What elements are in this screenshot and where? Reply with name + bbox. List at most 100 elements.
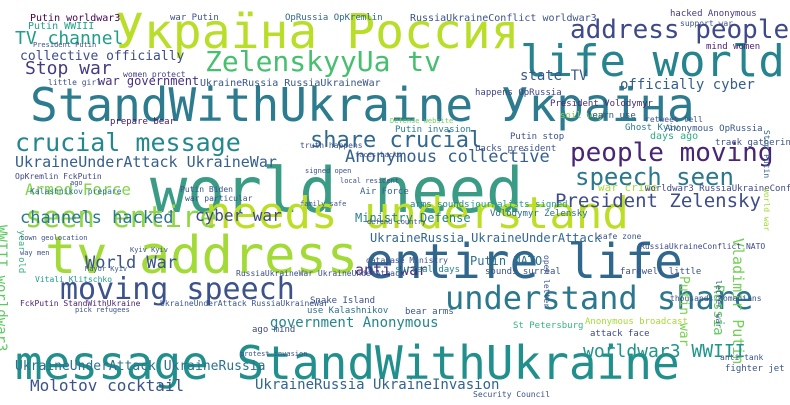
cloud-word: truth happens <box>300 141 363 150</box>
cloud-word: Kyiv Kyiv <box>130 246 168 254</box>
cloud-word: war Putin <box>170 13 219 23</box>
cloud-word: Ministry Defense <box>355 211 471 225</box>
cloud-word: UkraineRussia UkraineInvasion <box>255 377 500 393</box>
cloud-word: world need <box>150 154 524 227</box>
cloud-word: tv address <box>45 226 359 286</box>
cloud-word: share crucial <box>310 128 483 153</box>
cloud-word: faces backs <box>355 151 402 159</box>
cloud-word: Putin war <box>676 276 691 347</box>
cloud-word: TV channel <box>15 28 124 49</box>
cloud-word: President Volodymyr <box>550 99 653 109</box>
cloud-word: seen entire <box>25 200 218 234</box>
cloud-word: Defense website <box>390 117 454 125</box>
cloud-word: local resident <box>340 177 400 185</box>
cloud-word: safe zone <box>598 232 642 241</box>
cloud-word: government Anonymous <box>270 315 439 331</box>
cloud-word: sounds surreal <box>485 267 561 277</box>
cloud-word: Putin worldwar3 <box>30 13 121 24</box>
cloud-word: UkraineRussia RussiaUkraineWar <box>200 78 381 89</box>
cloud-word: way men <box>20 249 50 257</box>
cloud-word: days ago <box>650 131 699 142</box>
cloud-word: thousands Romanians <box>670 294 762 303</box>
cloud-word: little girl <box>48 78 101 87</box>
cloud-word: Putin WWIII <box>28 21 95 32</box>
cloud-word: crucial message <box>15 128 241 157</box>
cloud-word: needs understand <box>205 188 629 239</box>
cloud-word: Security Council <box>473 390 551 399</box>
cloud-word: entire life <box>365 234 683 290</box>
cloud-word: UkraineUnderAttack UkraineRussia <box>15 359 266 374</box>
cloud-word: moving speech <box>60 272 295 307</box>
cloud-word: speech seen <box>575 163 734 191</box>
cloud-word: track gatherings <box>715 138 790 148</box>
cloud-word: prepare bear <box>110 117 176 127</box>
cloud-word: war government <box>98 74 200 88</box>
cloud-word: war particular <box>185 194 253 203</box>
cloud-word: President Putin <box>33 41 97 49</box>
cloud-word: address people <box>570 15 790 45</box>
cloud-word: cyber war <box>195 206 282 225</box>
cloud-word: UkraineUnderAttack RussiaUkraineWar <box>160 299 329 308</box>
cloud-word: farewell little <box>620 267 702 277</box>
cloud-word: journalists signed <box>470 200 568 210</box>
cloud-word: collective officially <box>20 49 185 64</box>
cloud-word: officially cyber <box>620 77 755 93</box>
cloud-word: town geolocation <box>20 234 88 242</box>
cloud-word: defend country <box>367 218 427 226</box>
cloud-word: OpRussia OpKremlin <box>285 13 383 23</box>
cloud-word: protest invasion <box>240 350 308 358</box>
cloud-word: family safe <box>300 200 347 208</box>
cloud-word: Mayor Kyiv <box>85 265 128 273</box>
cloud-word: fighter jet <box>725 364 785 374</box>
cloud-word: state TV <box>520 68 588 84</box>
cloud-word: Putin Biden <box>180 185 233 194</box>
cloud-word: UkraineRussia UkraineUnderAttack <box>370 231 602 245</box>
cloud-word: StandWithUkraine Україна <box>30 78 695 132</box>
cloud-word: open letter <box>542 255 551 308</box>
cloud-word: Kalashnikov prepare <box>30 187 122 196</box>
cloud-word: signed open <box>305 167 352 175</box>
cloud-word: pick refugees <box>75 306 130 314</box>
cloud-word: channels hacked <box>20 208 174 228</box>
cloud-word: Putin stop <box>510 132 565 142</box>
cloud-word: World War <box>85 253 178 273</box>
cloud-word: soil way <box>560 111 604 121</box>
cloud-word: Stop war <box>25 58 112 79</box>
cloud-word: use Kalashnikov <box>307 306 389 316</box>
cloud-word: Anonymous OpRussia <box>665 124 763 134</box>
cloud-word: bear arms <box>405 307 454 317</box>
cloud-word: Volodymyr Zelensky <box>490 209 588 219</box>
cloud-word: backs president <box>475 144 557 154</box>
cloud-word: Anonymous broadcast <box>585 317 688 327</box>
cloud-word: worldwar3 WWIII <box>583 341 746 362</box>
cloud-word: FckPutin StandWithUkraine <box>20 299 141 308</box>
cloud-word: President Zelensky <box>555 190 761 212</box>
cloud-word: understand share <box>445 279 754 317</box>
cloud-word: Anonymous collective <box>345 147 550 167</box>
cloud-word: anti tank <box>720 353 764 362</box>
cloud-word: hacked Anonymous <box>670 9 757 19</box>
cloud-word: Air Force <box>360 187 409 197</box>
cloud-word: mind women <box>706 42 761 52</box>
cloud-word: ago <box>70 179 83 187</box>
cloud-word: Vitali Klitschko <box>35 275 113 284</box>
cloud-word: OpKremlin FckPutin <box>15 172 102 181</box>
cloud-word: anti war <box>355 261 428 279</box>
cloud-word: message StandWithUkraine <box>15 336 680 390</box>
cloud-word: Stop Putin <box>762 130 771 179</box>
cloud-word: support war <box>680 19 733 28</box>
cloud-word: worldwar3 RussiaUkraineConflict <box>645 184 790 194</box>
cloud-word: WWIII worldwar3 <box>0 225 9 352</box>
cloud-word: RussiaUkraineConflict worldwar3 <box>410 13 597 24</box>
cloud-word: people moving <box>570 138 774 168</box>
cloud-word: war crime <box>598 181 658 194</box>
cloud-word: life world <box>520 36 785 87</box>
cloud-word: women protect <box>123 70 186 79</box>
cloud-word: database Ministry <box>366 256 448 265</box>
cloud-word: letter war <box>714 280 723 329</box>
cloud-word: ZelenskyyUa tv <box>205 45 442 78</box>
cloud-word: Armed Force <box>25 180 131 199</box>
cloud-word: Snake Island <box>310 296 376 306</box>
cloud-word: learn use <box>587 111 636 121</box>
cloud-word: Putin NATO <box>470 254 543 268</box>
